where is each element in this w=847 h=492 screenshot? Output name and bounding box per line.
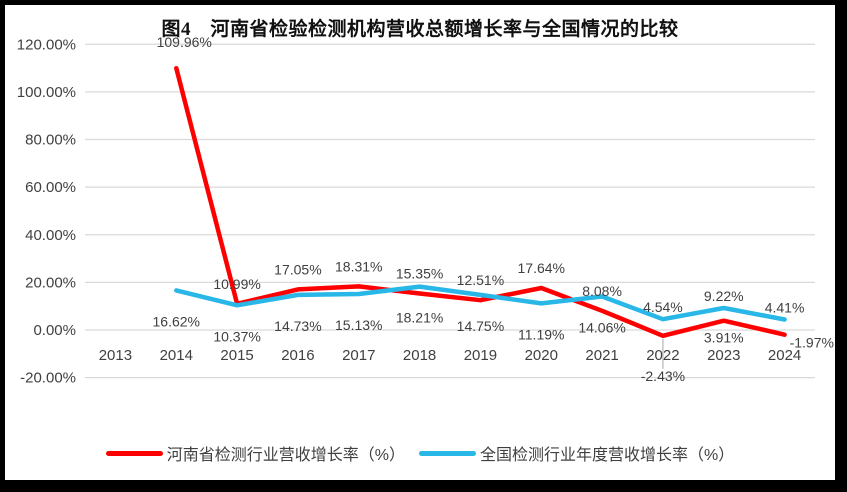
- data-label: 14.06%: [578, 320, 625, 336]
- x-tick-label: 2019: [464, 347, 497, 364]
- x-tick-label: 2020: [525, 347, 558, 364]
- y-tick-label: 20.00%: [25, 274, 76, 291]
- legend-label-henan: 河南省检测行业营收增长率（%）: [166, 447, 405, 464]
- data-label: 18.31%: [335, 258, 382, 274]
- x-tick-label: 2018: [403, 347, 436, 364]
- data-label: 14.73%: [274, 318, 321, 334]
- y-tick-label: -20.00%: [20, 370, 76, 387]
- data-label: 10.99%: [213, 276, 260, 292]
- x-tick-label: 2017: [342, 347, 375, 364]
- data-label: 10.37%: [213, 328, 260, 344]
- data-label: 8.08%: [582, 283, 622, 299]
- x-tick-label: 2023: [707, 347, 740, 364]
- legend-swatch-henan: [105, 450, 163, 456]
- data-label: 17.05%: [274, 261, 321, 277]
- data-label: 4.54%: [643, 299, 683, 315]
- legend-item-henan: 河南省检测行业营收增长率（%）: [105, 441, 405, 465]
- legend-label-national: 全国检测行业年度营收增长率（%）: [480, 447, 735, 464]
- data-label: 4.41%: [765, 299, 805, 315]
- data-label: 9.22%: [704, 288, 744, 304]
- y-tick-label: 80.00%: [25, 132, 76, 149]
- data-label: -1.97%: [790, 335, 834, 351]
- y-tick-label: 100.00%: [17, 84, 76, 101]
- data-label: 11.19%: [518, 326, 564, 342]
- x-tick-label: 2021: [585, 347, 618, 364]
- series-line-henan: [174, 65, 787, 339]
- x-tick-label: 2014: [160, 347, 193, 364]
- y-tick-label: 120.00%: [17, 36, 76, 53]
- y-tick-label: 40.00%: [25, 227, 76, 244]
- data-label: 109.96%: [157, 34, 212, 50]
- legend-swatch-national: [419, 450, 476, 456]
- y-tick-label: 0.00%: [33, 322, 76, 339]
- data-label: 16.62%: [153, 313, 200, 329]
- data-label: 3.91%: [704, 330, 744, 346]
- data-label: 14.75%: [457, 318, 504, 334]
- series-line-national: [174, 284, 787, 322]
- plot-area: 120.00% 100.00% 80.00% 60.00% 40.00% 20.00% 0.…: [17, 34, 834, 387]
- x-tick-label: 2024: [768, 347, 801, 364]
- legend-item-national: 全国检测行业年度营收增长率（%）: [419, 441, 734, 465]
- x-tick-label: 2015: [220, 347, 253, 364]
- chart-surface: 图4 河南省检验检测机构营收总额增长率与全国情况的比较 120.00% 100.0…: [5, 5, 835, 480]
- data-label: 17.64%: [518, 260, 565, 276]
- data-label: 12.51%: [457, 272, 504, 288]
- x-tick-label: 2013: [99, 347, 132, 364]
- data-label: 18.21%: [396, 310, 443, 326]
- chart-title: 图4 河南省检验检测机构营收总额增长率与全国情况的比较: [161, 19, 679, 40]
- data-label: 15.35%: [396, 265, 443, 281]
- legend: 河南省检测行业营收增长率（%） 全国检测行业年度营收增长率（%）: [5, 441, 835, 465]
- x-tick-label: 2016: [281, 347, 314, 364]
- data-label: -2.43%: [641, 368, 685, 384]
- y-tick-label: 60.00%: [25, 179, 76, 196]
- data-label: 15.13%: [335, 317, 382, 333]
